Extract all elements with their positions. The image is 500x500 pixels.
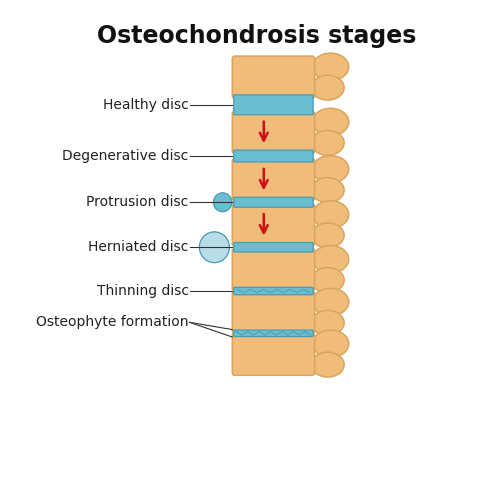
FancyBboxPatch shape (232, 56, 314, 98)
FancyBboxPatch shape (232, 158, 314, 201)
FancyBboxPatch shape (234, 95, 313, 115)
FancyBboxPatch shape (234, 288, 313, 294)
FancyBboxPatch shape (232, 248, 314, 291)
Ellipse shape (311, 310, 344, 336)
FancyBboxPatch shape (234, 242, 313, 252)
Ellipse shape (312, 108, 348, 136)
Ellipse shape (311, 75, 344, 100)
Ellipse shape (312, 53, 348, 80)
Ellipse shape (312, 288, 348, 316)
Ellipse shape (311, 178, 344, 203)
Text: Thinning disc: Thinning disc (96, 284, 188, 298)
Ellipse shape (312, 156, 348, 183)
FancyBboxPatch shape (232, 204, 314, 246)
FancyBboxPatch shape (234, 198, 313, 207)
Text: Healthy disc: Healthy disc (103, 98, 188, 112)
Ellipse shape (312, 201, 348, 228)
Ellipse shape (311, 223, 344, 248)
Ellipse shape (312, 246, 348, 273)
FancyBboxPatch shape (234, 150, 313, 162)
FancyBboxPatch shape (234, 330, 313, 336)
Text: Protrusion disc: Protrusion disc (86, 196, 188, 209)
FancyBboxPatch shape (232, 333, 314, 376)
Ellipse shape (311, 268, 344, 292)
Text: Herniated disc: Herniated disc (88, 240, 188, 254)
Text: Osteophyte formation: Osteophyte formation (36, 316, 188, 330)
Ellipse shape (214, 193, 232, 212)
Ellipse shape (200, 232, 230, 262)
Text: Degenerative disc: Degenerative disc (62, 149, 188, 163)
FancyBboxPatch shape (232, 292, 314, 334)
Ellipse shape (311, 130, 344, 156)
Text: Osteochondrosis stages: Osteochondrosis stages (97, 24, 416, 48)
Ellipse shape (311, 352, 344, 377)
Ellipse shape (312, 330, 348, 357)
FancyBboxPatch shape (232, 112, 314, 154)
